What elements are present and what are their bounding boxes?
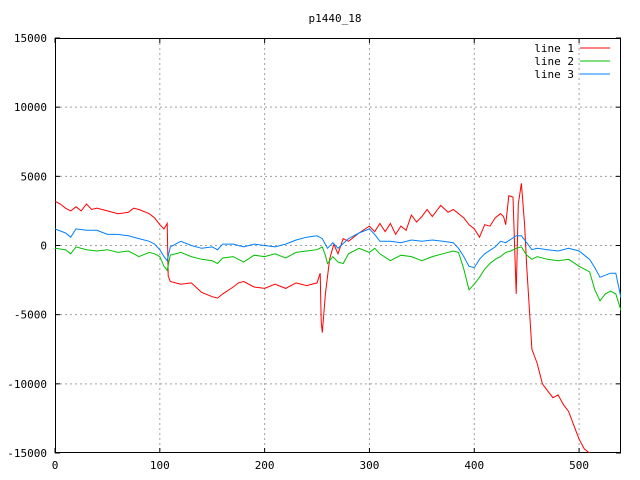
grid-lines — [55, 38, 621, 453]
y-tick-label: -5000 — [14, 309, 47, 322]
x-tick-label: 500 — [569, 459, 589, 472]
y-tick-label: 0 — [40, 240, 47, 253]
legend-label: line 1 — [534, 42, 574, 55]
y-tick-label: 5000 — [21, 170, 48, 183]
x-tick-label: 300 — [360, 459, 380, 472]
chart-title: p1440_18 — [309, 12, 362, 25]
x-tick-label: 100 — [150, 459, 170, 472]
y-tick-label: -15000 — [7, 447, 47, 460]
x-tick-label: 200 — [255, 459, 275, 472]
x-tick-label: 400 — [464, 459, 484, 472]
series-line-3 — [55, 228, 621, 299]
y-tick-label: 10000 — [14, 101, 47, 114]
y-tick-label: -10000 — [7, 378, 47, 391]
legend-label: line 2 — [534, 55, 574, 68]
x-axis-ticks: 0 100 200 300 400 500 — [52, 38, 589, 472]
y-tick-label: 15000 — [14, 32, 47, 45]
series-line-2 — [55, 246, 621, 311]
y-axis-ticks: -15000 -10000 -5000 0 5000 10000 15000 — [7, 32, 621, 460]
legend-label: line 3 — [534, 68, 574, 81]
x-tick-label: 0 — [52, 459, 59, 472]
plot-area — [55, 183, 621, 453]
series-line-1 — [55, 183, 590, 453]
